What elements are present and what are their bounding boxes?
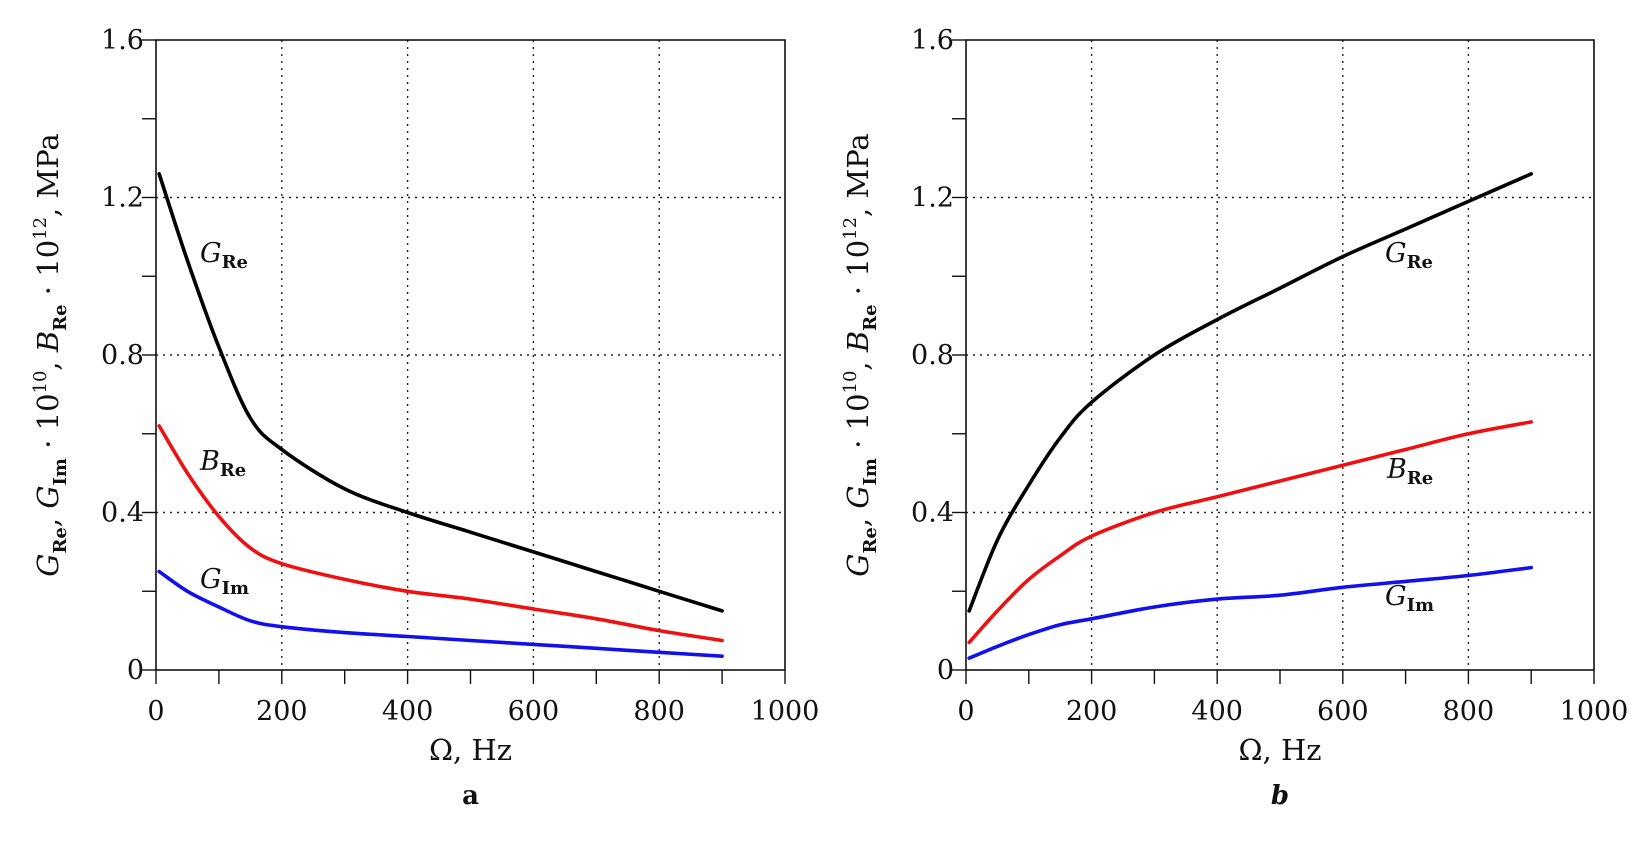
series-label-g-re: GRe xyxy=(200,238,248,273)
y-axis-label-part: Im xyxy=(860,458,881,485)
x-tick-label: 400 xyxy=(382,696,434,727)
y-axis-label-part: G xyxy=(31,554,65,577)
series-line-g-re xyxy=(157,172,724,613)
series-label-b-re: BRe xyxy=(1386,454,1433,489)
y-axis-label-part: Re xyxy=(50,527,71,553)
y-tick-label: 1.2 xyxy=(911,183,954,214)
y-axis-label-part: Re xyxy=(50,304,71,330)
series-line-g-re xyxy=(967,172,1533,613)
series-label-main: G xyxy=(200,564,222,595)
y-tick-label: 1.6 xyxy=(101,25,144,56)
y-axis-label-part: G xyxy=(841,486,875,509)
x-tick-label: 600 xyxy=(1317,696,1369,727)
y-tick-label: 0.4 xyxy=(911,498,954,529)
x-tick-label: 0 xyxy=(957,696,974,727)
y-tick-label: 0.8 xyxy=(911,340,954,371)
y-axis-label-part: 12 xyxy=(30,217,51,240)
y-tick-label: 0.4 xyxy=(101,498,144,529)
series-label-sub: Im xyxy=(222,578,249,599)
y-axis-label-part: , xyxy=(841,509,875,527)
x-tick-label: 1000 xyxy=(751,696,820,727)
plot-frame xyxy=(155,39,786,671)
y-tick-label: 0.8 xyxy=(101,340,144,371)
y-axis-label-part: B xyxy=(31,331,65,353)
series-label-main: G xyxy=(1385,581,1407,612)
x-axis-label: Ω, Hz xyxy=(429,733,512,767)
series-label-main: G xyxy=(200,238,222,269)
y-axis-label-part: · 10 xyxy=(841,240,875,305)
y-axis-label-part: , xyxy=(841,352,875,370)
y-axis-label-part: · 10 xyxy=(841,393,875,458)
series-line-b-re xyxy=(967,420,1533,645)
series-line-g-im xyxy=(157,569,724,658)
y-axis-label-part: G xyxy=(31,486,65,509)
x-tick-label: 800 xyxy=(1443,696,1495,727)
x-tick-label: 200 xyxy=(1066,696,1118,727)
series-line-g-im xyxy=(967,565,1533,660)
y-axis-label-part: 12 xyxy=(840,217,861,240)
y-axis-label-part: Re xyxy=(860,527,881,553)
y-axis-label-part: , MPa xyxy=(31,133,65,217)
series-label-sub: Re xyxy=(1407,468,1433,489)
y-axis-label-part: 10 xyxy=(30,371,51,394)
x-tick-label: 800 xyxy=(633,696,685,727)
y-axis-label: GRe, GIm · 1010, BRe · 1012, MPa xyxy=(30,133,71,576)
series-label-g-im: GIm xyxy=(1385,581,1434,616)
series-label-sub: Re xyxy=(220,460,246,481)
x-tick-label: 0 xyxy=(147,696,164,727)
series-label-g-im: GIm xyxy=(200,564,249,599)
y-axis-label-part: B xyxy=(841,331,875,353)
series-label-sub: Im xyxy=(1407,595,1434,616)
y-axis-label-part: , MPa xyxy=(841,133,875,217)
x-tick-label: 600 xyxy=(508,696,560,727)
y-axis-label-part: · 10 xyxy=(31,240,65,305)
series-label-g-re: GRe xyxy=(1385,238,1433,273)
x-axis-label: Ω, Hz xyxy=(1238,733,1321,767)
x-tick-label: 1000 xyxy=(1560,696,1629,727)
y-axis-label-part: , xyxy=(31,352,65,370)
y-axis-label-part: , xyxy=(31,509,65,527)
series-line-b-re xyxy=(157,424,724,643)
panel-label: b xyxy=(1271,781,1289,811)
y-axis-label-part: Re xyxy=(860,304,881,330)
series-label-sub: Re xyxy=(1407,252,1433,273)
x-tick-label: 400 xyxy=(1191,696,1243,727)
y-axis-label-part: · 10 xyxy=(31,393,65,458)
y-tick-label: 1.2 xyxy=(101,183,144,214)
panel-label: a xyxy=(462,781,479,811)
y-tick-label: 1.6 xyxy=(911,25,954,56)
x-tick-label: 200 xyxy=(256,696,308,727)
series-label-b-re: BRe xyxy=(199,446,246,481)
y-axis-label: GRe, GIm · 1010, BRe · 1012, MPa xyxy=(840,133,881,576)
series-label-main: B xyxy=(1386,454,1407,485)
y-axis-label-part: Im xyxy=(50,458,71,485)
y-tick-label: 0 xyxy=(937,655,954,686)
y-axis-label-part: G xyxy=(841,554,875,577)
y-tick-label: 0 xyxy=(127,655,144,686)
series-label-sub: Re xyxy=(222,252,248,273)
series-label-main: G xyxy=(1385,238,1407,269)
y-axis-label-part: 10 xyxy=(840,371,861,394)
series-label-main: B xyxy=(199,446,220,477)
